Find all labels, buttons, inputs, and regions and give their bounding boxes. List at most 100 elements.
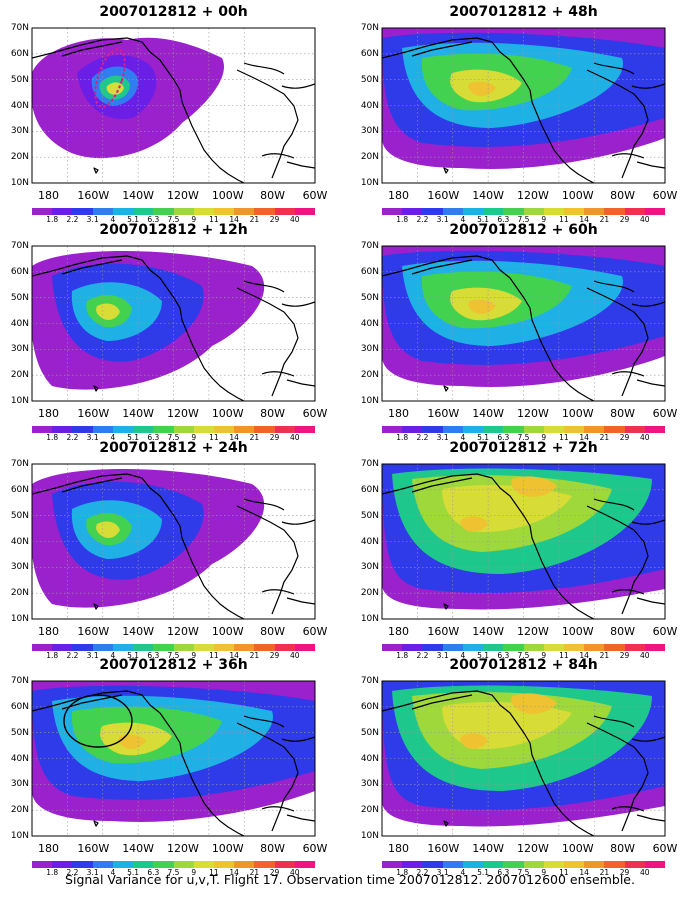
colorbar-label: 7.5 bbox=[517, 868, 530, 877]
coastline bbox=[631, 301, 665, 307]
map-frame bbox=[381, 245, 666, 402]
colorbar-swatch bbox=[72, 208, 93, 215]
colorbar-swatch bbox=[624, 208, 645, 215]
longitude-label: 180 bbox=[37, 189, 59, 202]
panel-title: 2007012812 + 24h bbox=[99, 440, 248, 456]
longitude-label: 140W bbox=[472, 407, 505, 420]
colorbar-swatch bbox=[563, 861, 585, 868]
map-plot bbox=[31, 680, 316, 837]
colorbar-label: 29 bbox=[269, 215, 280, 224]
latitude-label: 40N bbox=[10, 100, 29, 111]
colorbar-label: 40 bbox=[640, 433, 650, 442]
colorbar-label: 3.1 bbox=[436, 433, 449, 442]
latitude-label: 20N bbox=[10, 805, 29, 816]
coastline bbox=[411, 477, 473, 493]
longitude-label: 80W bbox=[610, 842, 635, 855]
coastline bbox=[586, 69, 649, 179]
longitude-label: 120W bbox=[516, 407, 549, 420]
coastline bbox=[611, 371, 645, 377]
colorbar-swatch bbox=[153, 208, 174, 215]
colorbar-label: 21 bbox=[599, 215, 610, 224]
colorbar bbox=[382, 208, 666, 215]
latitude-label: 60N bbox=[360, 48, 379, 59]
colorbar-swatch bbox=[52, 426, 73, 433]
coastline bbox=[32, 690, 245, 836]
colorbar-swatch bbox=[274, 426, 295, 433]
colorbar-label: 6.3 bbox=[497, 215, 510, 224]
longitude-label: 60W bbox=[302, 407, 328, 420]
colorbar-swatch bbox=[382, 208, 403, 215]
variance-contour bbox=[96, 521, 120, 538]
longitude-label: 100W bbox=[211, 407, 244, 420]
latitude-label: 40N bbox=[360, 753, 379, 764]
colorbar-swatch bbox=[234, 208, 255, 215]
coastline bbox=[443, 167, 449, 174]
colorbar-swatch bbox=[462, 426, 484, 433]
latitude-label: 50N bbox=[10, 74, 29, 85]
colorbar-swatch bbox=[563, 426, 585, 433]
colorbar-label: 6.3 bbox=[497, 433, 510, 442]
colorbar-labels: 1.8 2.2 3.1 4 5.1 6.3 7.5 9 11 14 21 29 40 bbox=[32, 868, 315, 878]
colorbar-label: 3.1 bbox=[436, 651, 449, 660]
colorbar-swatch bbox=[32, 426, 53, 433]
coastline bbox=[32, 255, 245, 401]
colorbar-swatch bbox=[422, 861, 443, 868]
colorbar-swatch bbox=[52, 208, 73, 215]
coastline bbox=[593, 62, 635, 75]
colorbar-swatch bbox=[483, 861, 504, 868]
colorbar-swatch bbox=[503, 208, 524, 215]
coastline bbox=[281, 301, 315, 307]
longitude-label: 60W bbox=[652, 625, 678, 638]
coastline bbox=[243, 62, 285, 75]
colorbar-swatch bbox=[294, 208, 316, 215]
map-plot bbox=[31, 245, 316, 402]
colorbar-label: 1.8 bbox=[46, 651, 59, 660]
colorbar-label: 40 bbox=[290, 433, 300, 442]
colorbar-swatch bbox=[402, 644, 423, 651]
variance-contour bbox=[118, 734, 146, 749]
colorbar-swatch bbox=[563, 644, 585, 651]
longitude-label: 140W bbox=[122, 407, 155, 420]
colorbar-swatch bbox=[133, 861, 154, 868]
latitude-label: 50N bbox=[10, 292, 29, 303]
coastline bbox=[593, 715, 635, 728]
longitude-label: 120W bbox=[516, 842, 549, 855]
colorbar-label: 1.8 bbox=[46, 215, 59, 224]
map-plot bbox=[31, 463, 316, 620]
forecast-panel: 2007012812 + 84h 70N 60N 50N 40N 30N 20N 10N 180… bbox=[350, 657, 695, 877]
latitude-label: 70N bbox=[10, 241, 29, 251]
target-region-circle bbox=[63, 694, 133, 748]
colorbar-swatch bbox=[604, 208, 625, 215]
latitude-label: 60N bbox=[360, 701, 379, 712]
latitude-label: 40N bbox=[360, 536, 379, 547]
latitude-label: 30N bbox=[360, 344, 379, 355]
colorbar-swatch bbox=[503, 426, 524, 433]
colorbar-swatch bbox=[92, 644, 113, 651]
coastline bbox=[611, 153, 645, 159]
colorbar-label: 14 bbox=[229, 868, 239, 877]
colorbar-swatch bbox=[213, 426, 235, 433]
longitude-label: 100W bbox=[211, 189, 244, 202]
longitude-label: 120W bbox=[516, 189, 549, 202]
colorbar-label: 4 bbox=[460, 215, 466, 224]
longitude-label: 180 bbox=[37, 407, 59, 420]
colorbar-label: 6.3 bbox=[497, 868, 510, 877]
colorbar-labels: 1.8 2.2 3.1 4 5.1 6.3 7.5 9 11 14 21 29 40 bbox=[382, 215, 665, 225]
colorbar-swatch bbox=[483, 644, 504, 651]
coastline bbox=[636, 161, 665, 169]
colorbar-label: 21 bbox=[249, 215, 260, 224]
colorbar-swatch bbox=[32, 644, 53, 651]
colorbar-label: 7.5 bbox=[517, 215, 530, 224]
coastline bbox=[236, 722, 299, 832]
colorbar-label: 5.1 bbox=[477, 433, 490, 442]
latitude-label: 10N bbox=[360, 831, 379, 841]
colorbar-label: 29 bbox=[269, 433, 280, 442]
latitude-label: 60N bbox=[10, 484, 29, 495]
latitude-label: 70N bbox=[10, 676, 29, 686]
latitude-label: 70N bbox=[360, 23, 379, 33]
colorbar-label: 29 bbox=[619, 215, 630, 224]
longitude-label: 160W bbox=[77, 189, 110, 202]
colorbar-label: 7.5 bbox=[167, 215, 180, 224]
colorbar-label: 21 bbox=[599, 868, 610, 877]
map-frame bbox=[31, 27, 316, 184]
